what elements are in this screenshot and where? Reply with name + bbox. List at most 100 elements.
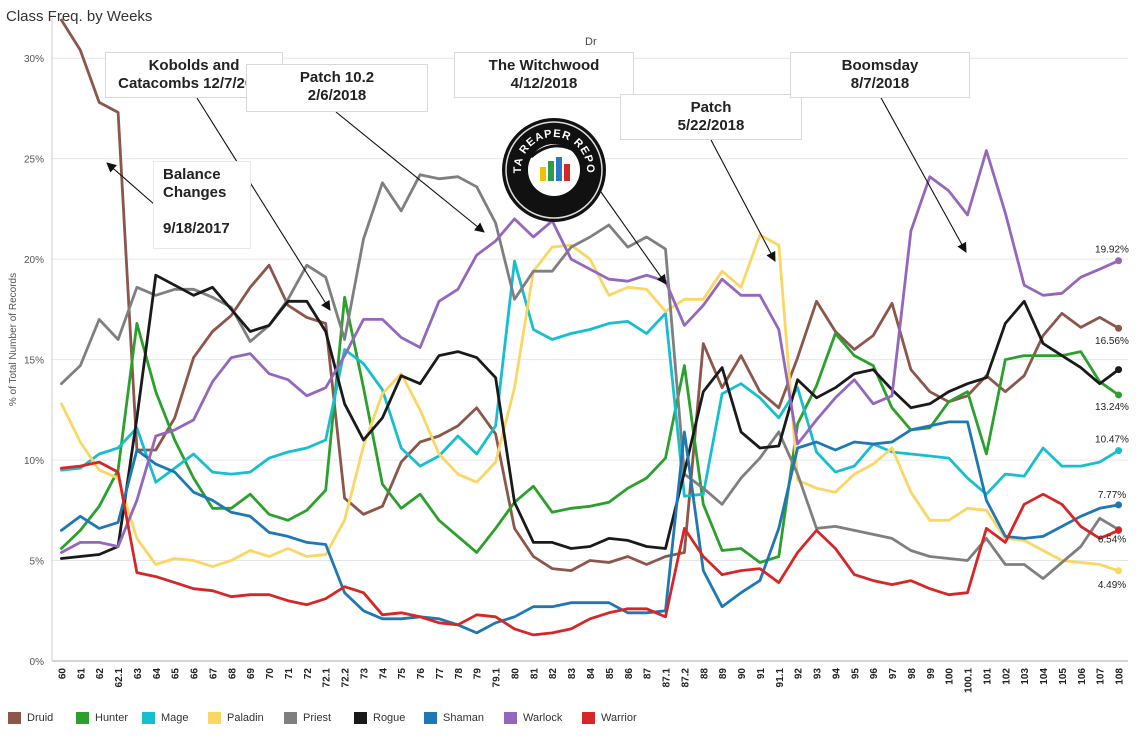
end-label-warlock: 19.92% [1095,245,1129,256]
x-tick-label: 68 [227,668,238,680]
end-marker-paladin [1115,567,1123,575]
x-tick-label: 70 [265,668,276,680]
x-tick-label: 105 [1058,668,1069,685]
annotation-patch-10-2: Patch 10.2 2/6/2018 [246,64,428,112]
legend-item-priest[interactable]: Priest [284,712,332,725]
x-tick-label: 100.1 [964,668,975,693]
legend-item-druid[interactable]: Druid [8,712,54,725]
annotation-witchwood: The Witchwood 4/12/2018 [454,52,634,98]
x-tick-label: 103 [1020,668,1031,685]
legend-swatch [354,712,367,725]
legend-item-shaman[interactable]: Shaman [424,712,484,725]
legend-swatch [76,712,89,725]
page-title: Class Freq. by Weeks [6,8,153,25]
x-tick-label: 91 [756,668,767,680]
series-lines [60,18,1123,637]
annotation-arrow [710,139,776,262]
x-tick-label: 75 [397,668,408,680]
y-tick-label: 10% [24,456,44,467]
legend-item-mage[interactable]: Mage [142,712,189,725]
x-tick-label: 84 [586,668,597,680]
x-tick-label: 74 [378,668,389,680]
x-tick-label: 77 [435,668,446,680]
x-tick-label: 86 [624,668,635,680]
x-tick-label: 102 [1001,668,1012,685]
x-tick-label: 97 [888,668,899,680]
x-tick-label: 87.2 [680,668,691,688]
legend-label: Shaman [443,712,484,725]
legend-item-hunter[interactable]: Hunter [76,712,129,725]
x-tick-label: 99 [926,668,937,680]
x-tick-label: 104 [1039,668,1050,685]
x-tick-label: 88 [699,668,710,680]
x-tick-label: 64 [152,668,163,680]
y-tick-label: 30% [24,54,44,65]
end-label-shaman: 7.77% [1098,490,1126,501]
x-tick-label: 72.1 [322,668,333,688]
y-tick-label: 25% [24,155,44,166]
annotation-arrow [106,162,156,206]
legend-swatch [582,712,595,725]
column-header-label: Dr [585,36,597,48]
x-tick-label: 90 [737,668,748,680]
x-tick-label: 80 [510,668,521,680]
x-tick-label: 69 [246,668,257,680]
end-label-druid: 16.56% [1095,336,1129,347]
series-line-shaman [60,420,1120,635]
y-tick-label: 5% [30,557,45,568]
end-label-priest: 6.54% [1098,535,1126,546]
x-tick-label: 60 [57,668,68,680]
x-tick-label: 62.1 [114,668,125,688]
annotation-patch-5-22: Patch 5/22/2018 [620,94,802,140]
series-line-warrior [60,460,1120,637]
legend-item-warrior[interactable]: Warrior [582,712,637,725]
x-tick-label: 91.1 [775,668,786,688]
x-tick-label: 98 [907,668,918,680]
x-tick-label: 73 [359,668,370,680]
y-tick-label: 0% [30,657,45,668]
legend-swatch [8,712,21,725]
data-reaper-report-logo-icon: DATA REAPER REPORT [497,108,607,223]
legend-swatch [142,712,155,725]
legend-label: Rogue [373,712,406,725]
end-marker-druid [1115,324,1123,332]
x-tick-label: 61 [76,668,87,680]
series-line-mage [60,259,1120,498]
annotation-arrow [595,184,667,285]
end-label-hunter: 13.24% [1095,402,1129,413]
x-tick-label: 85 [605,668,616,680]
x-tick-label: 79 [473,668,484,680]
annotation-arrow [196,97,331,311]
end-marker-shaman [1115,501,1123,509]
legend-swatch [284,712,297,725]
end-marker-mage [1115,447,1123,455]
legend-item-paladin[interactable]: Paladin [208,712,264,725]
series-line-rogue [60,273,1120,560]
end-label-mage: 10.47% [1095,435,1129,446]
legend-label: Mage [161,712,189,725]
x-tick-label: 92 [794,668,805,680]
annotation-arrow [879,95,967,253]
x-tick-label: 96 [869,668,880,680]
series-line-druid [60,18,1120,572]
x-tick-label: 76 [416,668,427,680]
legend-label: Hunter [95,712,129,725]
x-tick-label: 72.2 [341,668,352,688]
series-line-hunter [60,295,1120,564]
x-tick-label: 108 [1115,668,1126,685]
x-tick-label: 89 [718,668,729,680]
y-axis-title: % of Total Number of Records [8,273,19,406]
legend-label: Warlock [523,712,563,725]
x-tick-label: 66 [190,668,201,680]
x-tick-label: 81 [529,668,540,680]
legend-item-rogue[interactable]: Rogue [354,712,406,725]
legend-label: Druid [27,712,54,725]
x-tick-label: 107 [1096,668,1107,685]
legend-item-warlock[interactable]: Warlock [504,712,563,725]
y-tick-label: 15% [24,356,44,367]
legend-label: Priest [303,712,332,725]
end-marker-warlock [1115,257,1123,265]
x-tick-label: 65 [171,668,182,680]
legend-swatch [504,712,517,725]
